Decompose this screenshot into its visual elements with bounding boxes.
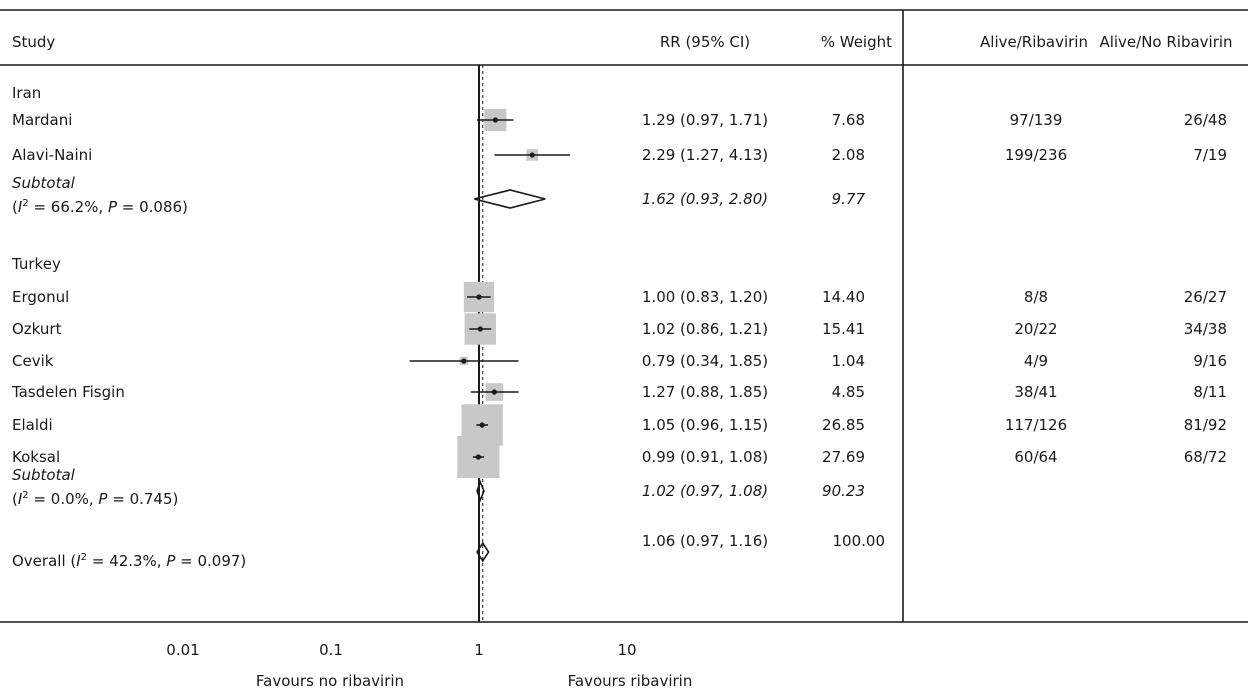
x-tick-label-10: 10	[617, 641, 636, 659]
header-alive-no-ribavirin: Alive/No Ribavirin	[1099, 33, 1232, 51]
alive-no-ribavirin-cevik: 9/16	[1193, 352, 1227, 370]
subtotal-weight-3: 9.77	[832, 190, 866, 208]
subtotal-rr-ci-3: 1.62 (0.93, 2.80)	[642, 190, 768, 208]
alive-ribavirin-alavi-naini: 199/236	[1005, 146, 1067, 164]
subtotal-rr-ci-11: 1.02 (0.97, 1.08)	[642, 482, 768, 500]
point-estimate-elaldi	[479, 422, 485, 428]
alive-ribavirin-koksal: 60/64	[1014, 448, 1057, 466]
header-alive-ribavirin: Alive/Ribavirin	[980, 33, 1088, 51]
weight-koksal: 27.69	[822, 448, 865, 466]
alive-no-ribavirin-elaldi: 81/92	[1184, 416, 1227, 434]
alive-ribavirin-ozkurt: 20/22	[1014, 320, 1057, 338]
alive-ribavirin-ergonul: 8/8	[1024, 288, 1048, 306]
study-label-koksal: Koksal	[12, 448, 60, 466]
weight-mardani: 7.68	[832, 111, 865, 129]
rr-ci-ozkurt: 1.02 (0.86, 1.21)	[642, 320, 768, 338]
subtotal-label-3: Subtotal	[12, 174, 76, 192]
overall-weight: 100.00	[833, 532, 886, 550]
header-weight: % Weight	[821, 33, 892, 51]
alive-no-ribavirin-mardani: 26/48	[1184, 111, 1227, 129]
alive-ribavirin-mardani: 97/139	[1010, 111, 1063, 129]
subtotal-diamond-3	[474, 189, 546, 209]
rr-ci-mardani: 1.29 (0.97, 1.71)	[642, 111, 768, 129]
group-label-iran: Iran	[12, 84, 41, 102]
point-estimate-cevik	[461, 358, 467, 364]
alive-no-ribavirin-tasdelen-fisgin: 8/11	[1193, 383, 1227, 401]
rr-ci-cevik: 0.79 (0.34, 1.85)	[642, 352, 768, 370]
subtotal-diamond-11	[476, 479, 485, 503]
x-tick-label-0-01: 0.01	[166, 641, 199, 659]
overall-rr-ci: 1.06 (0.97, 1.16)	[642, 532, 768, 550]
group-label-turkey: Turkey	[11, 255, 61, 273]
subtotal-heterogeneity-3: (I2 = 66.2%, P = 0.086)	[12, 198, 188, 216]
x-tick-label-0-1: 0.1	[319, 641, 343, 659]
alive-no-ribavirin-alavi-naini: 7/19	[1193, 146, 1227, 164]
weight-ergonul: 14.40	[822, 288, 865, 306]
alive-no-ribavirin-ozkurt: 34/38	[1184, 320, 1227, 338]
x-tick-label-1: 1	[474, 641, 484, 659]
header-rr: RR (95% CI)	[660, 33, 750, 51]
alive-ribavirin-tasdelen-fisgin: 38/41	[1014, 383, 1057, 401]
header-study: Study	[12, 33, 55, 51]
rr-ci-tasdelen-fisgin: 1.27 (0.88, 1.85)	[642, 383, 768, 401]
point-estimate-koksal	[475, 454, 481, 460]
study-label-ozkurt: Ozkurt	[12, 320, 62, 338]
rr-ci-koksal: 0.99 (0.91, 1.08)	[642, 448, 768, 466]
point-estimate-alavi-naini	[529, 152, 535, 158]
point-estimate-tasdelen-fisgin	[491, 389, 497, 395]
weight-tasdelen-fisgin: 4.85	[832, 383, 865, 401]
alive-ribavirin-elaldi: 117/126	[1005, 416, 1067, 434]
subtotal-weight-11: 90.23	[822, 482, 865, 500]
rr-ci-alavi-naini: 2.29 (1.27, 4.13)	[642, 146, 768, 164]
subtotal-label-11: Subtotal	[12, 466, 76, 484]
point-estimate-ergonul	[476, 294, 482, 300]
weight-alavi-naini: 2.08	[832, 146, 865, 164]
point-estimate-mardani	[492, 117, 498, 123]
alive-no-ribavirin-ergonul: 26/27	[1184, 288, 1227, 306]
alive-ribavirin-cevik: 4/9	[1024, 352, 1048, 370]
weight-ozkurt: 15.41	[822, 320, 865, 338]
study-label-ergonul: Ergonul	[12, 288, 69, 306]
study-label-tasdelen-fisgin: Tasdelen Fisgin	[11, 383, 125, 401]
point-estimate-ozkurt	[477, 326, 483, 332]
study-label-cevik: Cevik	[12, 352, 54, 370]
weight-cevik: 1.04	[832, 352, 865, 370]
rr-ci-elaldi: 1.05 (0.96, 1.15)	[642, 416, 768, 434]
study-label-alavi-naini: Alavi-Naini	[12, 146, 92, 164]
x-label-favours-ribavirin: Favours ribavirin	[568, 672, 693, 690]
rr-ci-ergonul: 1.00 (0.83, 1.20)	[642, 288, 768, 306]
study-label-elaldi: Elaldi	[12, 416, 53, 434]
overall-label: Overall (I2 = 42.3%, P = 0.097)	[12, 552, 246, 570]
x-label-favours-no-ribavirin: Favours no ribavirin	[256, 672, 404, 690]
overall-diamond	[476, 541, 490, 563]
study-label-mardani: Mardani	[12, 111, 72, 129]
alive-no-ribavirin-koksal: 68/72	[1184, 448, 1227, 466]
subtotal-heterogeneity-11: (I2 = 0.0%, P = 0.745)	[12, 490, 178, 508]
weight-elaldi: 26.85	[822, 416, 865, 434]
